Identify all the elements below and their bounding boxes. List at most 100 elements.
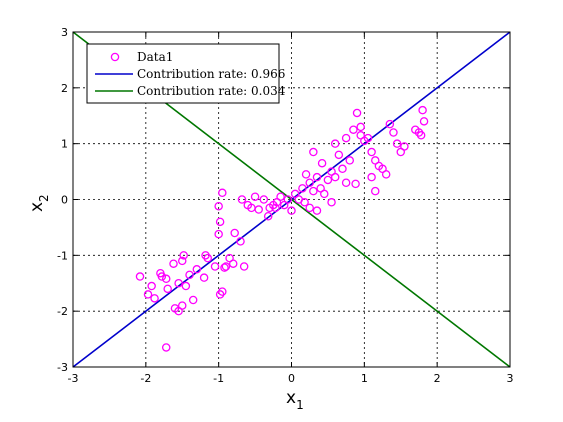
data-point [161,274,171,284]
legend-entry-label: Contribution rate: 0.034 [137,84,286,98]
data-point [330,172,340,182]
data-point [341,178,351,187]
x-tick-label: 0 [288,372,295,385]
data-point [363,133,373,143]
data-point [236,237,245,246]
legend: Data1 Contribution rate: 0.966 Contributio… [86,43,286,104]
data-point [301,170,311,179]
x-tick-label: 1 [361,372,368,385]
legend-entry-label: Data1 [137,50,173,64]
data-point [341,133,351,143]
data-point [254,205,263,214]
y-tick-label: 1 [61,138,68,151]
y-axis-label-symbol: x [27,202,47,212]
data-point [312,172,322,182]
data-point [239,262,249,271]
x-tick-label: 3 [507,372,514,385]
data-point [305,178,314,187]
data-point [298,184,307,193]
data-point [177,256,187,266]
x-tick-label: -3 [68,372,79,385]
data-point [143,290,153,299]
y-tick-label: -3 [57,361,68,374]
data-point [367,147,376,157]
data-point [188,295,198,305]
x-axis-label: x1 [286,388,304,412]
data-point [334,150,344,160]
data-point [210,262,220,271]
x-tick-label: -1 [213,372,224,385]
data-point [351,179,360,189]
data-point [349,125,358,134]
data-point [305,203,314,213]
data-point [174,278,183,288]
y-axis-label: x2 [27,194,51,212]
data-point [400,142,409,151]
y-tick-label: -2 [57,305,68,318]
data-point [214,229,223,239]
data-point [220,263,229,272]
x-axis-label-subscript: 1 [296,398,304,412]
data-point [287,206,296,215]
data-point [283,195,293,204]
data-point [416,131,426,140]
x-tick-label: -2 [140,372,151,385]
data-point [418,105,427,115]
data-point [250,192,260,201]
y-tick-label: 0 [61,194,68,207]
data-point [371,186,380,196]
scatter-series [135,105,429,352]
data-point [169,259,178,268]
data-point [161,343,171,352]
data-point [199,273,209,282]
data-point [300,198,309,207]
data-point [192,265,202,274]
data-point [320,189,329,199]
data-point [221,262,231,271]
legend-entry-label: Contribution rate: 0.966 [137,67,285,81]
data-point [419,117,429,126]
data-point [338,164,347,174]
axis-ticks: -3 -2 -1 0 1 2 3 -3 -2 -1 0 1 2 3 [57,26,513,385]
data-point [317,158,327,168]
y-tick-label: -1 [57,249,68,262]
data-point [218,287,227,296]
data-point [163,284,172,294]
y-tick-label: 2 [61,82,68,95]
data-point [218,188,227,198]
data-point [276,192,285,201]
data-point [177,301,187,310]
data-point [179,251,188,260]
data-point [214,201,223,211]
data-point [147,281,156,291]
data-point [271,203,280,213]
data-point [157,272,167,281]
y-tick-label: 3 [61,26,68,39]
data-point [135,272,145,281]
data-point [215,217,225,227]
data-point [228,259,238,268]
data-point [327,198,336,207]
data-point [185,270,194,280]
data-point [237,195,247,204]
data-point [312,206,322,215]
data-point [203,253,212,263]
data-point [367,172,376,182]
x-tick-label: 2 [434,372,441,385]
data-point [309,186,318,196]
x-axis-label-symbol: x [286,388,296,408]
data-point [230,228,239,238]
data-point [323,175,333,185]
data-point [345,156,355,165]
data-point [263,211,273,221]
data-point [356,122,365,132]
data-point [392,139,402,148]
data-point [330,139,340,148]
legend-marker-circle [110,52,120,62]
data-point [356,131,365,140]
data-point [381,170,391,179]
data-point [181,281,191,291]
data-point [389,128,398,137]
